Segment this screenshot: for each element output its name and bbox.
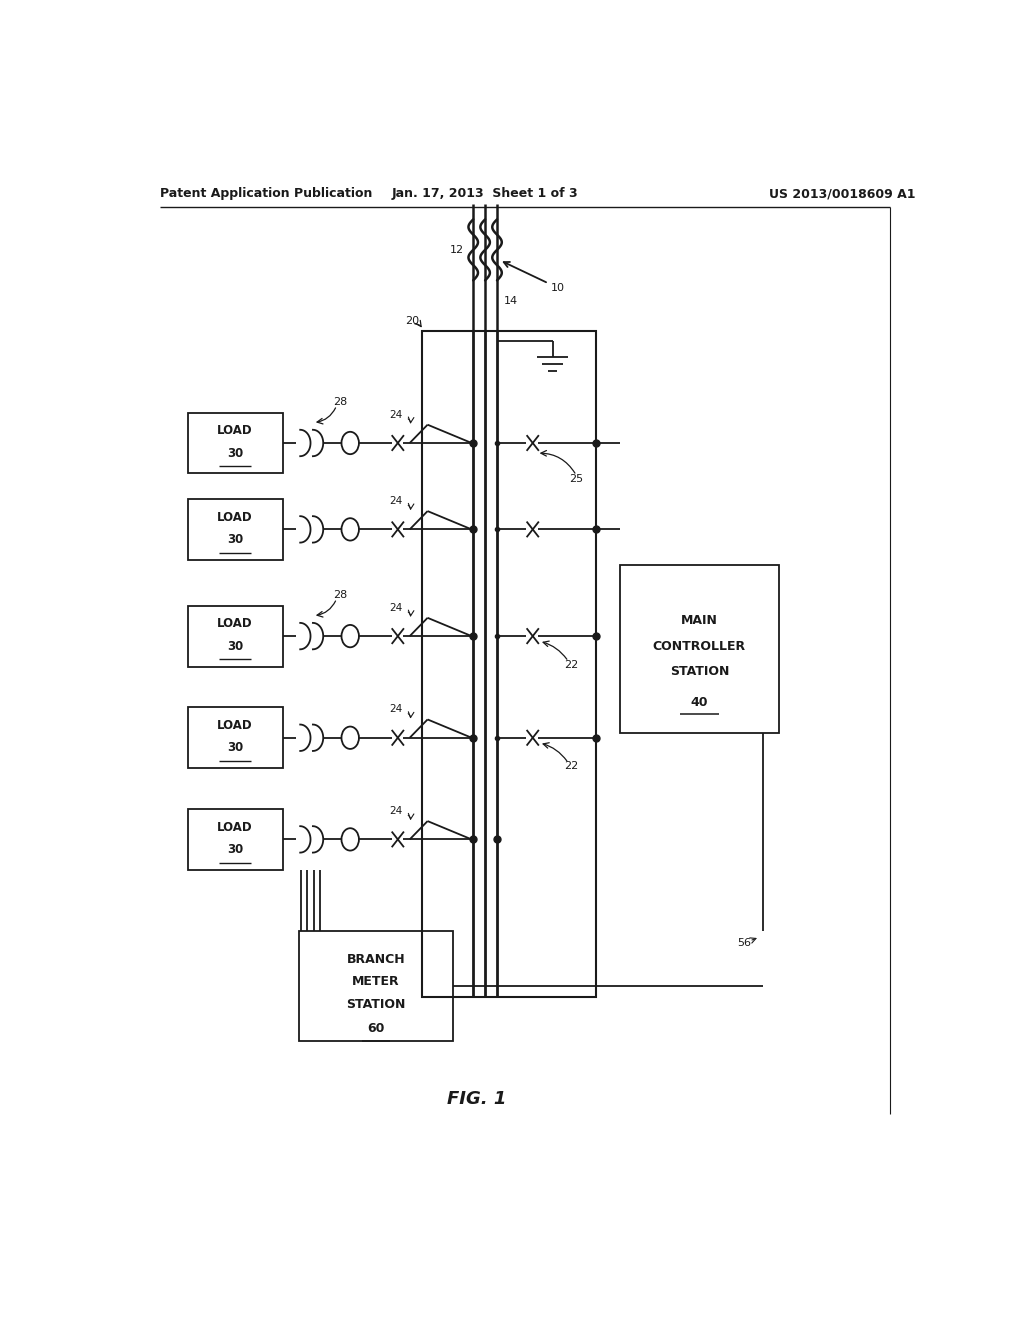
Bar — [187, 809, 283, 870]
Text: LOAD: LOAD — [217, 821, 253, 834]
Text: Patent Application Publication: Patent Application Publication — [160, 187, 372, 201]
Text: 28: 28 — [334, 397, 348, 408]
Text: Jan. 17, 2013  Sheet 1 of 3: Jan. 17, 2013 Sheet 1 of 3 — [392, 187, 579, 201]
Text: MAIN: MAIN — [681, 614, 718, 627]
Text: 28: 28 — [334, 590, 348, 601]
Text: 24: 24 — [389, 705, 402, 714]
Bar — [187, 708, 283, 768]
Text: 22: 22 — [563, 762, 578, 771]
Text: LOAD: LOAD — [217, 618, 253, 631]
Text: LOAD: LOAD — [217, 424, 253, 437]
Text: 25: 25 — [569, 474, 584, 483]
Text: 60: 60 — [368, 1022, 385, 1035]
Text: 14: 14 — [504, 296, 517, 306]
Text: 56: 56 — [737, 939, 751, 948]
Text: BRANCH: BRANCH — [347, 953, 406, 966]
Text: CONTROLLER: CONTROLLER — [653, 640, 745, 653]
Text: 24: 24 — [389, 496, 402, 506]
Text: 10: 10 — [551, 284, 565, 293]
Text: METER: METER — [352, 975, 399, 989]
Text: 30: 30 — [227, 843, 244, 857]
Text: 12: 12 — [451, 246, 465, 255]
Bar — [187, 413, 283, 474]
Text: 22: 22 — [563, 660, 578, 669]
Text: STATION: STATION — [346, 998, 406, 1011]
Text: LOAD: LOAD — [217, 511, 253, 524]
Bar — [187, 499, 283, 560]
Text: 30: 30 — [227, 640, 244, 653]
Text: LOAD: LOAD — [217, 719, 253, 733]
Text: STATION: STATION — [670, 665, 729, 678]
Bar — [299, 931, 454, 1040]
Text: 24: 24 — [389, 603, 402, 612]
Text: 40: 40 — [690, 696, 709, 709]
Bar — [187, 606, 283, 667]
Text: 20: 20 — [406, 315, 419, 326]
Text: FIG. 1: FIG. 1 — [447, 1089, 507, 1107]
Bar — [422, 331, 596, 997]
Bar — [620, 565, 778, 733]
Text: 30: 30 — [227, 533, 244, 546]
Text: 30: 30 — [227, 446, 244, 459]
Text: 24: 24 — [389, 409, 402, 420]
Text: 24: 24 — [389, 807, 402, 816]
Text: US 2013/0018609 A1: US 2013/0018609 A1 — [769, 187, 915, 201]
Text: 30: 30 — [227, 742, 244, 755]
